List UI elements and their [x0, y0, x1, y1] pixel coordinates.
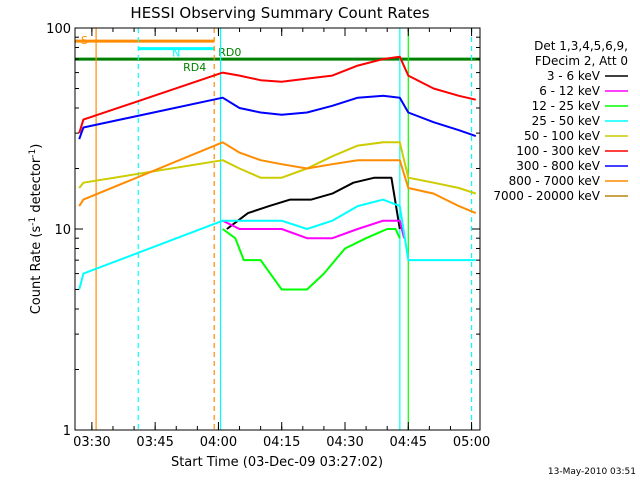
series-line-1 — [222, 219, 406, 240]
x-tick-label-1: 03:45 — [136, 435, 173, 450]
annotation-label-s: S — [81, 34, 88, 47]
annotation-label-n: N — [172, 47, 180, 60]
x-tick-label-2: 04:00 — [200, 435, 237, 450]
chart-title: HESSI Observing Summary Count Rates — [130, 4, 429, 22]
annotation-label-rd4: RD4 — [183, 61, 206, 74]
annotation-layer: S N RD0 RD4 — [75, 34, 480, 74]
legend-label-4: 50 - 100 keV — [524, 129, 601, 143]
series-line-0 — [226, 176, 401, 230]
series-line-4 — [78, 141, 477, 195]
legend-label-3: 25 - 50 keV — [532, 114, 601, 128]
series-line-6 — [78, 94, 477, 140]
y-axis-ticks: 1 10 100 — [46, 22, 480, 439]
y-axis-label: Count Rate (s-1 detector-1) — [28, 144, 44, 315]
marker-layer — [95, 28, 473, 430]
legend-label-5: 100 - 300 keV — [516, 144, 600, 158]
legend-label-6: 300 - 800 keV — [516, 159, 600, 173]
x-tick-label-3: 04:15 — [263, 435, 300, 450]
y-tick-label-1: 10 — [54, 223, 71, 238]
x-axis-ticks: 03:30 03:45 04:00 04:15 04:30 04:45 05:00 — [73, 28, 490, 450]
footer-date: 13-May-2010 03:51 — [548, 467, 636, 477]
legend-label-0: 3 - 6 keV — [547, 69, 601, 83]
legend: Det 1,3,4,5,6,9, FDecim 2, Att 0 3 - 6 k… — [493, 39, 628, 203]
x-tick-label-4: 04:30 — [326, 435, 363, 450]
x-tick-label-0: 03:30 — [73, 435, 110, 450]
legend-label-7: 800 - 7000 keV — [509, 174, 601, 188]
legend-header-line-2: FDecim 2, Att 0 — [535, 54, 628, 68]
legend-header-line-1: Det 1,3,4,5,6,9, — [534, 39, 628, 53]
legend-label-1: 6 - 12 keV — [539, 84, 601, 98]
y-tick-label-0: 1 — [63, 424, 71, 439]
y-tick-label-2: 100 — [46, 22, 71, 37]
series-layer — [78, 55, 477, 291]
series-line-3 — [78, 198, 476, 290]
series-line-7 — [78, 141, 477, 215]
legend-label-8: 7000 - 20000 keV — [493, 189, 600, 203]
x-axis-label: Start Time (03-Dec-09 03:27:02) — [171, 455, 383, 470]
legend-label-2: 12 - 25 keV — [532, 99, 601, 113]
series-line-2 — [222, 228, 401, 291]
series-line-5 — [78, 55, 477, 134]
x-tick-label-6: 05:00 — [453, 435, 490, 450]
annotation-label-rd0: RD0 — [218, 46, 241, 59]
x-tick-label-5: 04:45 — [390, 435, 427, 450]
